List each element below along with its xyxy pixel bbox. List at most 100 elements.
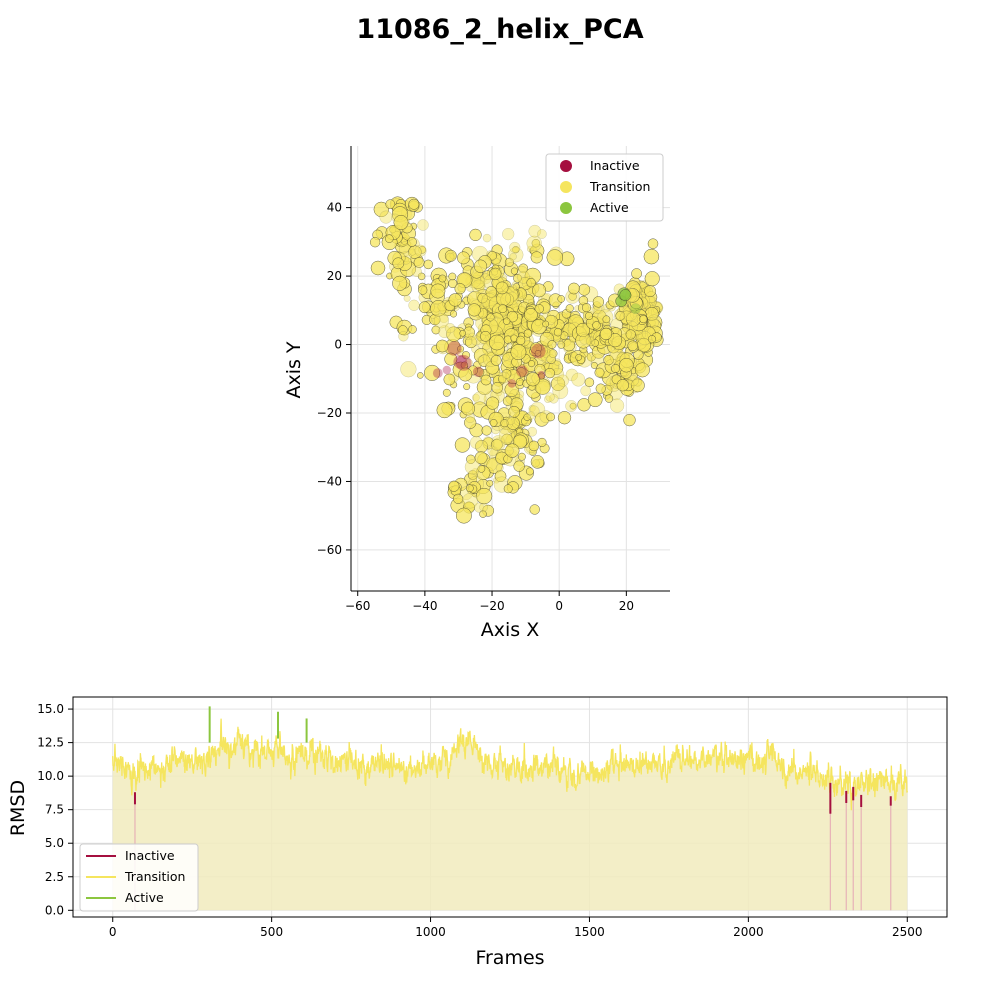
scatter-point xyxy=(557,411,572,425)
scatter-point xyxy=(542,320,550,328)
scatter-point xyxy=(485,286,498,298)
scatter-point xyxy=(630,303,642,315)
scatter-point xyxy=(528,404,536,412)
scatter-legend-label: Active xyxy=(590,200,629,215)
scatter-point xyxy=(465,413,476,424)
scatter-point xyxy=(505,443,520,458)
scatter-point xyxy=(480,374,492,386)
scatter-x-tick-label: 20 xyxy=(619,599,634,613)
scatter-point xyxy=(379,210,393,224)
scatter-point xyxy=(369,237,381,248)
scatter-panel: −60 −40 −20 0 20 −60 −40 −20 0 20 40 Axis X Axis Y… xyxy=(283,146,670,641)
scatter-point xyxy=(443,373,456,386)
rmsd-legend: Inactive Transition Active xyxy=(79,843,199,912)
scatter-point xyxy=(489,334,505,351)
scatter-point xyxy=(525,467,534,476)
scatter-point xyxy=(392,257,405,270)
scatter-point xyxy=(492,258,501,266)
scatter-point xyxy=(594,367,605,378)
scatter-point xyxy=(531,238,541,248)
scatter-point xyxy=(526,245,534,253)
scatter-point xyxy=(467,303,481,317)
scatter-point xyxy=(500,419,509,428)
scatter-point xyxy=(627,375,639,387)
scatter-point xyxy=(444,249,457,262)
scatter-point xyxy=(531,343,546,359)
scatter-point xyxy=(373,201,389,218)
scatter-point xyxy=(479,510,487,518)
scatter-point xyxy=(644,271,660,287)
scatter-point xyxy=(528,224,542,238)
scatter-point xyxy=(414,244,427,257)
scatter-point xyxy=(474,451,488,465)
scatter-point xyxy=(513,273,522,283)
scatter-point xyxy=(407,237,417,247)
scatter-point xyxy=(482,233,492,243)
scatter-point xyxy=(505,416,515,426)
figure-title: 11086_2_helix_PCA xyxy=(356,14,644,45)
scatter-point xyxy=(557,295,565,303)
scatter-point xyxy=(392,275,408,291)
scatter-point xyxy=(569,402,577,410)
scatter-point xyxy=(408,198,420,210)
scatter-point xyxy=(611,364,620,373)
scatter-point xyxy=(592,321,601,330)
scatter-point xyxy=(448,293,462,307)
scatter-point xyxy=(433,313,449,329)
scatter-point xyxy=(553,328,563,337)
scatter-point xyxy=(489,317,505,334)
rmsd-x-axis-label: Frames xyxy=(475,947,544,969)
scatter-points xyxy=(369,196,664,524)
scatter-point xyxy=(509,252,517,261)
scatter-point xyxy=(495,281,509,295)
scatter-point xyxy=(537,229,547,239)
scatter-point xyxy=(503,335,513,344)
scatter-point xyxy=(480,273,492,285)
scatter-point xyxy=(584,377,595,388)
scatter-point xyxy=(424,364,441,381)
scatter-point xyxy=(430,283,446,299)
scatter-y-tick-label: 20 xyxy=(327,269,342,283)
scatter-point xyxy=(603,354,614,366)
scatter-point xyxy=(417,372,424,379)
scatter-point xyxy=(633,349,644,360)
scatter-point xyxy=(565,400,578,412)
scatter-point xyxy=(464,333,472,341)
scatter-point xyxy=(476,356,485,364)
scatter-point xyxy=(472,366,484,377)
scatter-y-axis-label: Axis Y xyxy=(283,341,305,398)
scatter-point xyxy=(584,311,594,321)
scatter-point xyxy=(481,425,492,436)
scatter-point xyxy=(413,257,425,268)
scatter-point xyxy=(471,279,486,294)
scatter-point xyxy=(431,325,441,335)
scatter-point xyxy=(556,374,569,387)
scatter-point xyxy=(398,331,409,342)
scatter-point xyxy=(453,355,468,369)
scatter-point xyxy=(461,401,476,416)
scatter-point xyxy=(472,393,480,402)
scatter-point xyxy=(501,369,512,379)
scatter-point xyxy=(504,445,514,456)
scatter-point xyxy=(512,246,520,254)
rmsd-x-tick-label: 1000 xyxy=(415,925,446,939)
scatter-point xyxy=(507,379,516,388)
scatter-point xyxy=(591,339,599,347)
scatter-point xyxy=(473,502,485,513)
scatter-point xyxy=(509,241,521,253)
scatter-point xyxy=(486,396,500,410)
scatter-legend-box xyxy=(545,153,664,222)
scatter-x-tick-label: −40 xyxy=(412,599,437,613)
scatter-point xyxy=(462,492,478,509)
scatter-point xyxy=(397,325,408,335)
scatter-point xyxy=(464,416,477,429)
scatter-y-tick-label: −20 xyxy=(317,406,342,420)
scatter-point xyxy=(479,502,488,512)
scatter-point xyxy=(575,322,590,338)
scatter-point xyxy=(528,405,540,417)
scatter-point xyxy=(550,376,566,391)
scatter-point xyxy=(575,353,583,361)
scatter-point xyxy=(548,393,559,404)
scatter-point xyxy=(508,405,520,418)
scatter-point xyxy=(490,438,503,451)
